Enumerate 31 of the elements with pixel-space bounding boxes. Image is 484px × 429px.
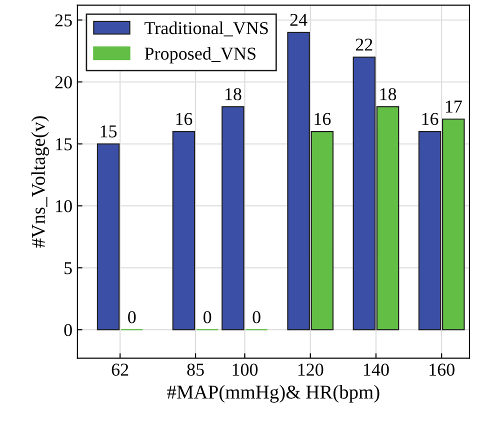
y-tick-label: 0 (64, 324, 72, 336)
y-tick-label: 25 (55, 14, 72, 26)
data-label: 18 (380, 88, 396, 100)
legend-label: Proposed_VNS (144, 47, 256, 64)
x-tick-label: 120 (298, 364, 324, 376)
data-label: 24 (290, 14, 308, 26)
x-tick-label: 140 (364, 364, 389, 376)
y-axis-title: #Vns_Voltage(v) (31, 116, 49, 248)
data-label: 16 (314, 112, 331, 126)
y-tick-label: 10 (56, 200, 72, 212)
x-tick-label: 85 (187, 364, 204, 376)
bar (222, 106, 244, 330)
y-tick-label: 20 (55, 76, 72, 88)
x-tick-label: 100 (232, 364, 258, 376)
data-label: 16 (176, 112, 192, 126)
data-label: 0 (252, 311, 260, 324)
legend-label: Traditional_VNS (144, 22, 268, 36)
data-label: 0 (204, 311, 212, 324)
x-axis-title: #MAP(mmHg)& HR(bpm) (167, 385, 380, 403)
data-label: 0 (128, 311, 136, 324)
data-label: 16 (422, 112, 438, 126)
bar (96, 143, 120, 330)
data-label: 15 (100, 125, 117, 138)
y-tick-label: 15 (56, 138, 72, 150)
bar (172, 130, 196, 330)
x-tick-label: 160 (430, 364, 454, 376)
data-label: 22 (356, 38, 372, 51)
data-label: 17 (446, 100, 462, 112)
data-label: 18 (226, 88, 242, 100)
x-tick-label: 62 (112, 364, 128, 376)
y-tick-label: 5 (64, 262, 72, 274)
